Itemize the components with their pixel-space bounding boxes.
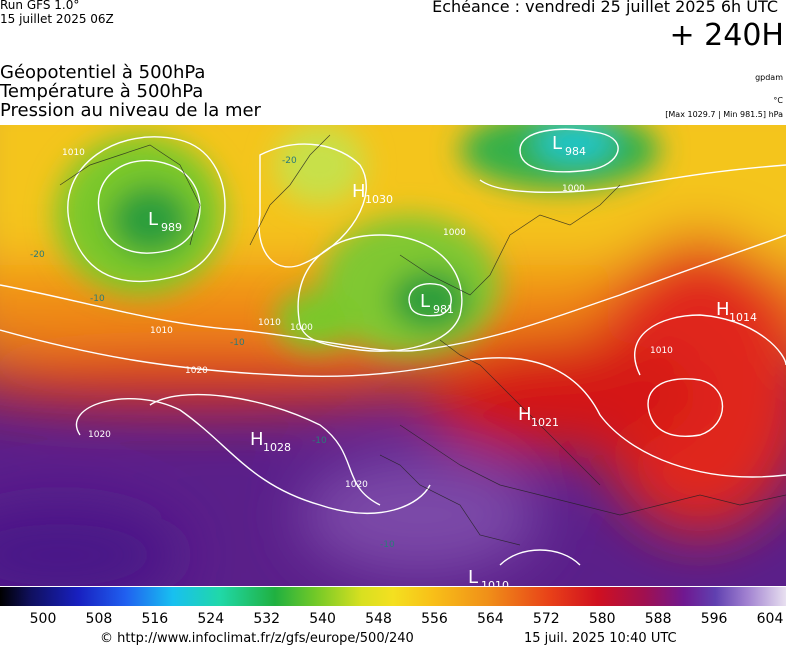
- center-value: 984: [565, 145, 586, 158]
- colorbar-label: 556: [421, 611, 448, 627]
- isobar-label: 1000: [290, 323, 313, 333]
- lead-time: + 240H: [669, 18, 785, 53]
- legend-line: Géopotentiel à 500hPa: [0, 62, 206, 83]
- extremes: [Max 1029.7 | Min 981.5] hPa: [665, 110, 783, 119]
- unit: gpdam: [755, 73, 783, 82]
- colorbar-label: 572: [532, 611, 560, 627]
- temp-label: -10: [380, 540, 395, 550]
- center-value: 1014: [729, 311, 757, 324]
- run-date: 15 juillet 2025 06Z: [0, 12, 114, 26]
- temp-label: -10: [90, 294, 105, 304]
- colorbar-label: 500: [29, 611, 57, 627]
- isobar-label: 1010: [150, 326, 173, 336]
- colorbar-label: 580: [588, 611, 616, 627]
- isobar-label: 1000: [443, 228, 466, 238]
- legend-line: Température à 500hPa: [0, 81, 204, 102]
- isobar-label: 1010: [62, 148, 85, 158]
- center-kind: L: [148, 209, 158, 230]
- footer-url: © http://www.infoclimat.fr/z/gfs/europe/…: [100, 631, 414, 646]
- isobar-label: 1020: [185, 366, 208, 376]
- center-kind: H: [352, 181, 366, 202]
- colorbar-label: 532: [253, 611, 281, 627]
- colorbar-label: 604: [756, 611, 784, 627]
- temp-label: -20: [30, 250, 45, 260]
- center-kind: L: [552, 133, 562, 154]
- center-value: 1021: [531, 416, 559, 429]
- colorbar: [0, 587, 786, 606]
- center-kind: H: [250, 429, 264, 450]
- isobar-label: 1020: [345, 480, 368, 490]
- colorbar-label: 516: [141, 611, 169, 627]
- colorbar-label: 524: [197, 611, 225, 627]
- isobar-label: 1020: [88, 430, 111, 440]
- colorbar-label: 596: [700, 611, 728, 627]
- unit: °C: [773, 96, 783, 105]
- center-value: 981: [433, 303, 454, 316]
- legend-line: Pression au niveau de la mer: [0, 100, 261, 121]
- center-value: 989: [161, 221, 182, 234]
- center-kind: L: [468, 567, 478, 586]
- valid-time: Echéance : vendredi 25 juillet 2025 6h U…: [432, 0, 778, 16]
- temp-label: -10: [312, 436, 327, 446]
- temp-label: -10: [230, 338, 245, 348]
- temp-label: -20: [282, 156, 297, 166]
- colorbar-label: 588: [644, 611, 672, 627]
- run: Run GFS 1.0°: [0, 0, 80, 12]
- footer-stamp: 15 juil. 2025 10:40 UTC: [524, 631, 677, 646]
- coastlines: [59, 134, 786, 546]
- center-value: 1010: [481, 579, 509, 586]
- isobars: [0, 128, 786, 566]
- colorbar-label: 564: [477, 611, 504, 627]
- isobar-label: 1010: [258, 318, 281, 328]
- center-value: 1030: [365, 193, 393, 206]
- colorbar-label: 508: [85, 611, 113, 627]
- center-kind: H: [716, 299, 730, 320]
- center-kind: L: [420, 291, 430, 312]
- colorbar-label: 540: [309, 611, 336, 627]
- colorbar-label: 548: [365, 611, 392, 627]
- isobar-label: 1000: [562, 184, 585, 194]
- isobar-label: 1010: [650, 346, 673, 356]
- center-value: 1028: [263, 441, 291, 454]
- center-kind: H: [518, 404, 532, 425]
